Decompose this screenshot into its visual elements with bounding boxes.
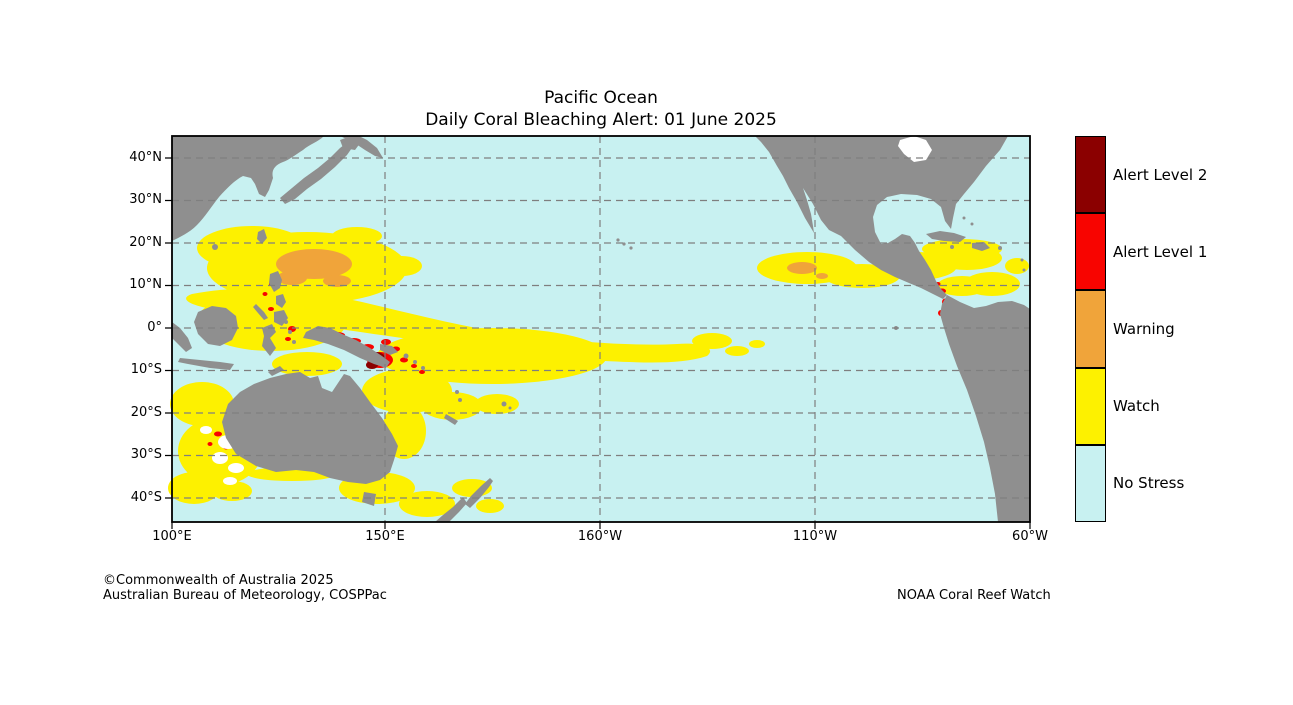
landmass-borneo [194,306,238,346]
legend-swatch-alert-level-2 [1075,136,1106,214]
island-dot [413,360,417,364]
landmass-asia [172,136,324,241]
legend-swatch-no-stress [1075,444,1106,522]
lon-label-60w: 60°W [1012,529,1048,544]
lon-label-160w: 160°W [577,529,623,544]
landmass-sumatra [172,322,192,352]
island-dot [284,320,288,324]
lat-label-30s: 30°S [130,447,162,462]
warning-regions [276,249,828,287]
island-dot [508,406,512,410]
island-dot [455,390,459,394]
island-dot [962,216,966,220]
axes-frame [165,135,1031,529]
great-lakes [898,136,932,162]
footer-credit-noaa: NOAA Coral Reef Watch [897,588,1051,603]
landmass-sulawesi [262,324,276,356]
legend-label-warning: Warning [1113,320,1175,338]
island-dot [998,246,1002,250]
landmass-sakhalin-kurils [340,136,383,158]
lakes-layer [898,136,932,162]
landmass-new-zealand-south [435,497,467,522]
footer-copyright-line2: Australian Bureau of Meteorology, COSPPa… [103,588,387,603]
legend-swatch-alert-level-1 [1075,213,1106,291]
island-dot-hawaii [622,242,626,246]
landmass-java [178,358,234,370]
island-dot [288,330,292,334]
lon-label-100e: 100°E [152,529,192,544]
landmass-cuba [926,231,966,242]
lon-tick-marks [171,522,1031,529]
island-dot [1022,268,1026,272]
lat-label-30n: 30°N [129,192,162,207]
map-subtitle: Daily Coral Bleaching Alert: 01 June 202… [425,110,777,130]
island-dot [950,245,954,249]
island-dot [403,353,409,359]
map-title: Pacific Ocean [544,88,658,108]
island-dot-hawaii [629,246,633,250]
landmass-taiwan [257,229,267,244]
map-border [171,135,1031,523]
landmass-hainan [212,244,218,250]
lat-label-0: 0° [147,320,162,335]
watch-regions [168,226,1029,517]
legend-label-alert-level-1: Alert Level 1 [1113,243,1208,261]
lon-label-150e: 150°E [365,529,405,544]
island-dot [421,366,425,370]
legend-label-watch: Watch [1113,397,1160,415]
lat-label-40s: 40°S [130,490,162,505]
legend-label-no-stress: No Stress [1113,474,1185,492]
landmass-new-zealand-north [465,478,493,508]
landmass-hispaniola [972,242,990,251]
landmass-tasmania [362,492,376,506]
lon-label-110w: 110°W [792,529,838,544]
landmass-north-america [755,136,1008,299]
landmass-south-america [940,295,1030,522]
island-dot-hawaii [616,238,620,242]
landmass-timor [268,366,284,376]
landmass-philippines [253,271,288,326]
footer-copyright-line1: ©Commonwealth of Australia 2025 [103,573,334,588]
lat-tick-marks [165,157,172,499]
graticule-grid [172,136,1030,522]
legend-swatch-warning [1075,290,1106,368]
lat-label-20s: 20°S [130,405,162,420]
island-dot [1020,258,1024,262]
island-dot [501,401,507,407]
landmass-new-caledonia [444,414,458,425]
land-layer [172,136,1030,522]
lat-label-10n: 10°N [129,277,162,292]
pacific-map [165,135,1031,529]
island-dot [292,340,296,344]
legend-label-alert-level-2: Alert Level 2 [1113,166,1208,184]
island-dot [970,222,974,226]
landmass-japan [280,142,354,204]
lat-label-10s: 10°S [130,362,162,377]
legend-swatch-watch [1075,367,1106,445]
lat-label-20n: 20°N [129,235,162,250]
island-dot [458,398,462,402]
landmass-new-guinea [303,326,390,368]
lat-label-40n: 40°N [129,150,162,165]
